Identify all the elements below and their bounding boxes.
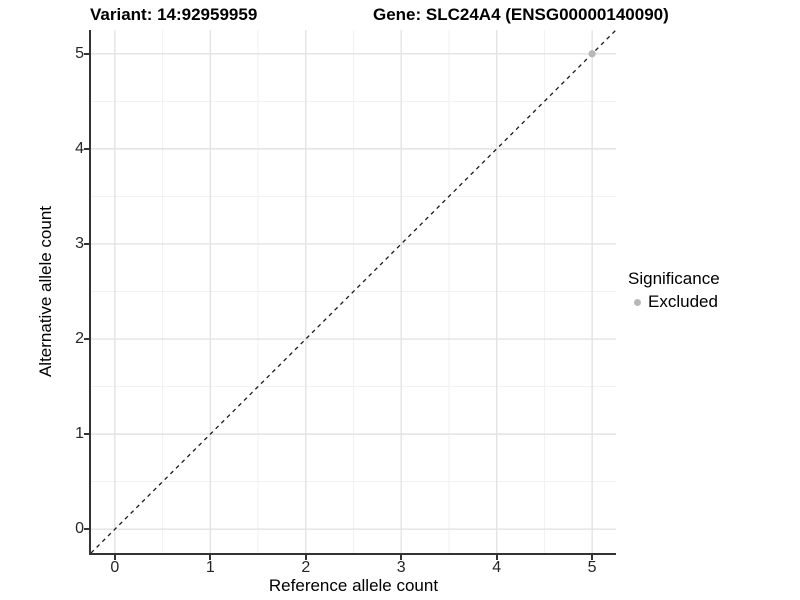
data-point <box>588 50 596 58</box>
x-tick-mark <box>113 555 116 560</box>
plot-canvas <box>91 30 616 553</box>
y-tick-label: 5 <box>75 44 84 62</box>
plot-title-gene: Gene: SLC24A4 (ENSG00000140090) <box>373 5 669 24</box>
y-tick-label: 1 <box>75 425 84 443</box>
x-tick-label: 4 <box>492 559 502 576</box>
x-tick-label: 0 <box>110 559 120 576</box>
legend-item: Excluded <box>628 292 720 312</box>
y-tick-mark <box>84 528 89 531</box>
x-tick-mark <box>400 555 403 560</box>
y-tick-mark <box>84 147 89 150</box>
legend-key-dot-icon <box>634 298 641 306</box>
identity-line <box>91 30 616 553</box>
legend-item-label: Excluded <box>648 292 718 311</box>
y-tick-mark <box>84 52 89 55</box>
y-tick-mark <box>84 433 89 436</box>
x-tick-mark <box>209 555 212 560</box>
x-tick-mark <box>591 555 594 560</box>
y-tick-mark <box>84 242 89 245</box>
x-axis-title: Reference allele count <box>268 576 439 595</box>
x-tick-label: 2 <box>301 559 311 576</box>
legend-title: Significance <box>628 269 720 288</box>
y-tick-mark <box>84 338 89 341</box>
plot-title-variant: Variant: 14:92959959 <box>90 5 258 24</box>
x-tick-label: 1 <box>205 559 215 576</box>
x-tick-mark <box>304 555 307 560</box>
y-tick-label: 3 <box>75 234 84 252</box>
x-tick-label: 5 <box>587 559 597 576</box>
y-axis-title: Alternative allele count <box>36 205 55 378</box>
y-tick-label: 0 <box>75 520 84 538</box>
y-tick-label: 2 <box>75 330 84 348</box>
plot-panel <box>89 30 616 555</box>
y-tick-label: 4 <box>75 139 84 157</box>
x-tick-label: 3 <box>396 559 406 576</box>
x-tick-mark <box>495 555 498 560</box>
legend: Significance Excluded <box>628 269 720 312</box>
legend-items: Excluded <box>628 292 720 312</box>
